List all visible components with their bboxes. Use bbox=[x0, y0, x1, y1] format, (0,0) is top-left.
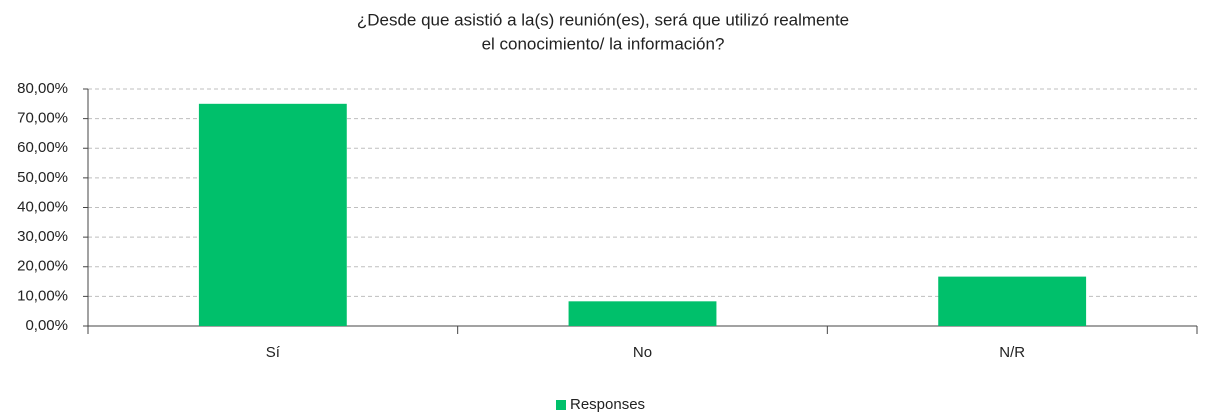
x-tick-label: N/R bbox=[999, 344, 1025, 361]
y-tick-label: 80,00% bbox=[17, 80, 68, 97]
y-tick-label: 60,00% bbox=[17, 139, 68, 156]
x-tick-label: Sí bbox=[266, 344, 281, 361]
legend-label: Responses bbox=[570, 396, 645, 413]
y-tick-label: 0,00% bbox=[25, 317, 68, 334]
x-tick-label: No bbox=[633, 344, 652, 361]
bar bbox=[938, 276, 1087, 326]
chart-title: ¿Desde que asistió a la(s) reunión(es), … bbox=[357, 10, 849, 29]
bar bbox=[568, 301, 717, 326]
y-tick-label: 30,00% bbox=[17, 228, 68, 245]
y-tick-label: 70,00% bbox=[17, 110, 68, 127]
y-tick-label: 40,00% bbox=[17, 198, 68, 215]
chart-title: el conocimiento/ la información? bbox=[482, 34, 725, 53]
y-tick-label: 20,00% bbox=[17, 258, 68, 275]
y-tick-label: 10,00% bbox=[17, 287, 68, 304]
y-tick-label: 50,00% bbox=[17, 169, 68, 186]
bar bbox=[198, 103, 347, 326]
legend-swatch bbox=[556, 400, 566, 410]
